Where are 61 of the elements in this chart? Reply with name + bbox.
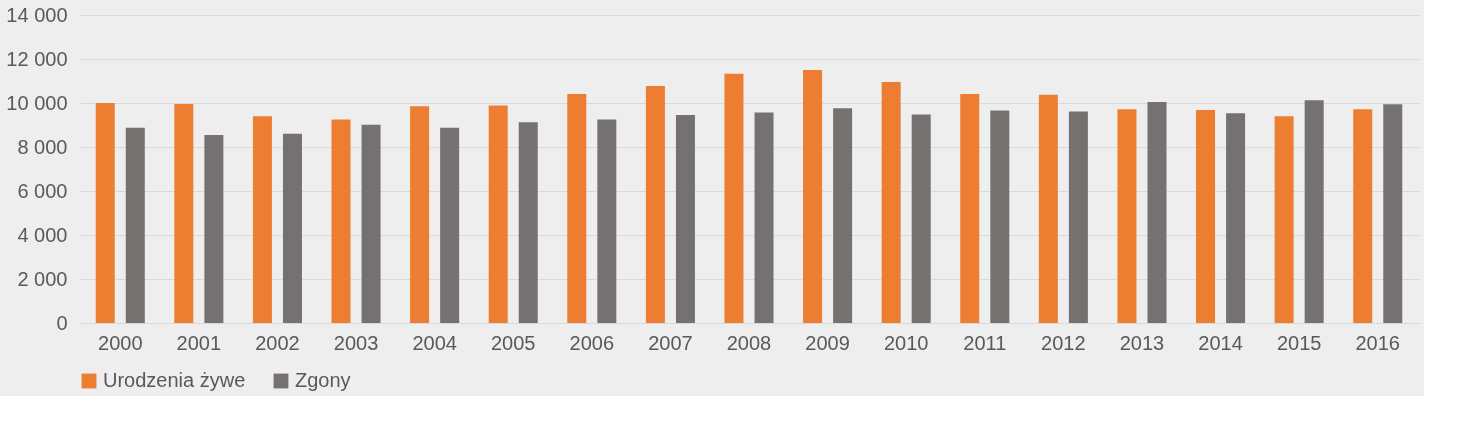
y-tick-label: 14 000	[6, 3, 68, 26]
bar	[881, 82, 901, 323]
bar	[724, 73, 744, 323]
bar	[1038, 94, 1058, 323]
y-tick-label: 4 000	[17, 223, 68, 246]
x-tick-label: 2002	[255, 331, 300, 354]
bar	[567, 93, 587, 323]
bar	[488, 105, 508, 323]
x-tick-label: 2006	[569, 331, 615, 354]
x-tick-label: 2003	[333, 331, 379, 354]
x-tick-label: 2012	[1041, 331, 1086, 354]
bar	[803, 70, 823, 323]
bar	[960, 93, 980, 323]
x-tick-label: 2014	[1198, 331, 1243, 354]
bar	[833, 108, 853, 323]
x-tick-label: 2001	[176, 331, 222, 354]
x-tick-label: 2004	[412, 331, 457, 354]
bar	[597, 119, 617, 323]
bar	[1147, 102, 1167, 323]
x-tick-label: 2015	[1276, 331, 1322, 354]
bar	[282, 133, 302, 323]
bar	[95, 103, 115, 323]
y-tick-label: 8 000	[17, 135, 68, 158]
x-tick-label: 2011	[963, 331, 1007, 354]
x-tick-label: 2007	[648, 331, 693, 354]
bar	[675, 114, 695, 323]
x-tick-label: 2000	[98, 331, 143, 354]
bar	[1383, 104, 1403, 323]
bar	[1068, 111, 1088, 323]
x-tick-label: 2009	[805, 331, 850, 354]
x-tick-label: 2013	[1119, 331, 1165, 354]
x-tick-label: 2008	[726, 331, 772, 354]
x-tick-label: 2016	[1355, 331, 1400, 354]
bar	[361, 124, 381, 323]
y-tick-label: 2 000	[17, 267, 68, 290]
legend-label: Zgony	[295, 369, 351, 391]
bar	[645, 86, 665, 323]
bar	[125, 127, 145, 323]
bar	[911, 114, 931, 323]
x-tick-label: 2010	[883, 331, 929, 354]
bar	[1304, 100, 1324, 323]
bar	[252, 116, 272, 323]
bar	[754, 112, 774, 323]
bar	[1274, 116, 1294, 323]
bar	[518, 122, 538, 323]
y-tick-label: 12 000	[6, 47, 68, 70]
y-tick-label: 10 000	[6, 91, 68, 114]
y-tick-label: 0	[56, 311, 68, 334]
bar	[440, 127, 460, 323]
bar	[1226, 113, 1246, 323]
bar	[990, 110, 1010, 323]
x-tick-label: 2005	[490, 331, 536, 354]
bar	[174, 103, 194, 323]
bar	[1353, 109, 1373, 323]
y-tick-label: 6 000	[17, 179, 68, 202]
bar	[1196, 110, 1216, 323]
bar	[204, 135, 224, 323]
bar	[331, 119, 351, 323]
legend-label: Urodzenia żywe	[103, 369, 246, 391]
bar	[410, 106, 430, 323]
bar	[1117, 109, 1137, 323]
